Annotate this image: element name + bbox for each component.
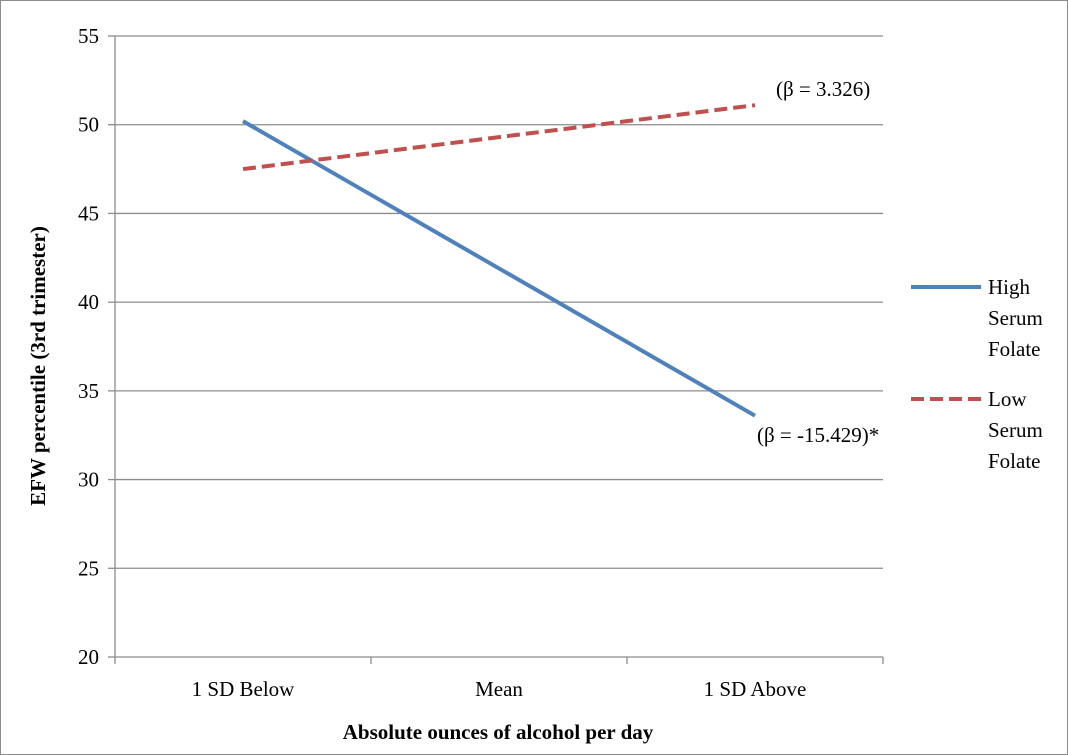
x-tick-label: 1 SD Below bbox=[192, 677, 296, 701]
series-layer bbox=[242, 103, 756, 418]
legend-label: Folate bbox=[988, 337, 1041, 361]
x-axis-title: Absolute ounces of alcohol per day bbox=[343, 720, 654, 744]
y-tick-label: 30 bbox=[78, 468, 99, 492]
y-tick-label: 20 bbox=[78, 645, 99, 669]
legend-label: High bbox=[988, 275, 1031, 299]
y-axis-title: EFW percentile (3rd trimester) bbox=[26, 226, 50, 506]
y-tick-label: 45 bbox=[78, 201, 99, 225]
legend-label: Serum bbox=[988, 306, 1043, 330]
y-tick-label: 50 bbox=[78, 113, 99, 137]
axis-layer: 20 25 30 35 40 45 50 55 1 SD Below Mean 1 SD Above bbox=[78, 24, 884, 701]
grid-layer bbox=[115, 35, 883, 569]
legend: High Serum Folate Low Serum Folate bbox=[911, 275, 1043, 473]
annotation-low-folate-beta: (β = 3.326) bbox=[776, 77, 870, 101]
legend-label: Low bbox=[988, 387, 1027, 411]
label-layer: Absolute ounces of alcohol per day EFW p… bbox=[26, 77, 879, 744]
series-line-high-serum-folate bbox=[242, 119, 756, 418]
x-tick-label: Mean bbox=[475, 677, 523, 701]
legend-label: Serum bbox=[988, 418, 1043, 442]
y-tick-label: 25 bbox=[78, 556, 99, 580]
annotation-high-folate-beta: (β = -15.429)* bbox=[757, 423, 879, 447]
y-tick-label: 40 bbox=[78, 290, 99, 314]
y-tick-label: 55 bbox=[78, 24, 99, 48]
series-line-low-serum-folate bbox=[242, 103, 756, 172]
x-tick-label: 1 SD Above bbox=[704, 677, 807, 701]
legend-label: Folate bbox=[988, 449, 1041, 473]
y-tick-label: 35 bbox=[78, 379, 99, 403]
